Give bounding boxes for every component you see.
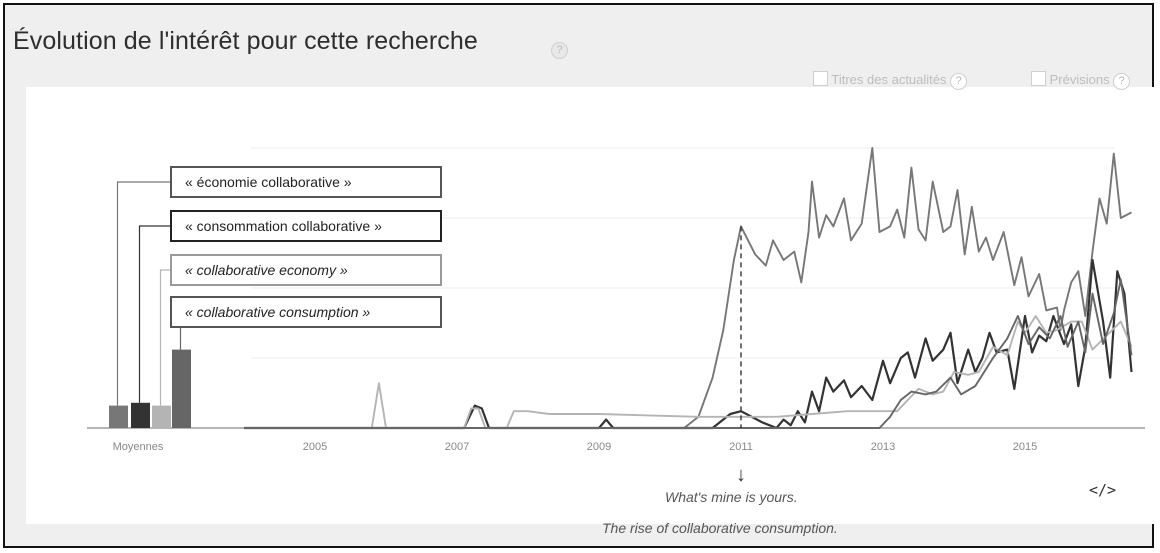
series-line-3 <box>244 315 1133 429</box>
series-line-2 <box>244 258 1133 430</box>
forecast-checkbox[interactable] <box>1031 71 1046 86</box>
legend-connector-2 <box>138 225 171 403</box>
forecast-help-icon[interactable]: ? <box>1113 73 1131 90</box>
embed-code-icon[interactable]: </> <box>1089 481 1117 499</box>
option-news-headlines[interactable]: Titres des actualités ? <box>813 71 968 90</box>
annotation-arrow: ↓ <box>736 464 746 486</box>
series-line-4 <box>244 278 1133 429</box>
legend-connector-3 <box>159 269 171 406</box>
legend-label-3: « collaborative economy » <box>185 262 348 278</box>
chart-panel: Évolution de l'intérêt pour cette recher… <box>3 3 1158 548</box>
option-forecast[interactable]: Prévisions ? <box>1031 71 1131 90</box>
x-tick-2013: 2013 <box>871 441 895 453</box>
average-bar-1 <box>109 405 128 428</box>
title-help-icon[interactable]: ? <box>551 42 568 59</box>
legend-connector-1 <box>116 181 171 406</box>
forecast-label: Prévisions <box>1049 72 1110 87</box>
average-bar-2 <box>131 402 150 428</box>
news-headlines-checkbox[interactable] <box>813 71 828 86</box>
legend-label-1: « économie collaborative » <box>185 174 352 190</box>
news-help-icon[interactable]: ? <box>950 73 968 90</box>
annotation-line-1: What's mine is yours. <box>665 489 798 505</box>
trend-chart: 2005 2007 2009 2011 2013 2015 Moyennes « économ… <box>87 147 1145 486</box>
legend-box-2 <box>170 210 442 242</box>
x-tick-2007: 2007 <box>445 441 469 453</box>
average-bar-4 <box>172 349 191 428</box>
x-tick-2011: 2011 <box>729 441 753 453</box>
legend-box-4 <box>170 296 442 328</box>
average-bar-3 <box>152 405 171 428</box>
page-title: Évolution de l'intérêt pour cette recher… <box>13 27 478 55</box>
x-tick-2009: 2009 <box>587 441 611 453</box>
annotation-line-2: The rise of collaborative consumption. <box>602 520 838 536</box>
x-tick-2005: 2005 <box>303 441 327 453</box>
legend-box-1 <box>170 166 442 198</box>
legend-label-4: « collaborative consumption » <box>185 304 370 320</box>
averages-label: Moyennes <box>113 441 164 453</box>
legend-box-3 <box>170 254 442 286</box>
series-line-1 <box>244 147 1132 429</box>
news-headlines-label: Titres des actualités <box>831 72 947 87</box>
x-tick-2015: 2015 <box>1013 441 1037 453</box>
legend-label-2: « consommation collaborative » <box>185 218 382 234</box>
